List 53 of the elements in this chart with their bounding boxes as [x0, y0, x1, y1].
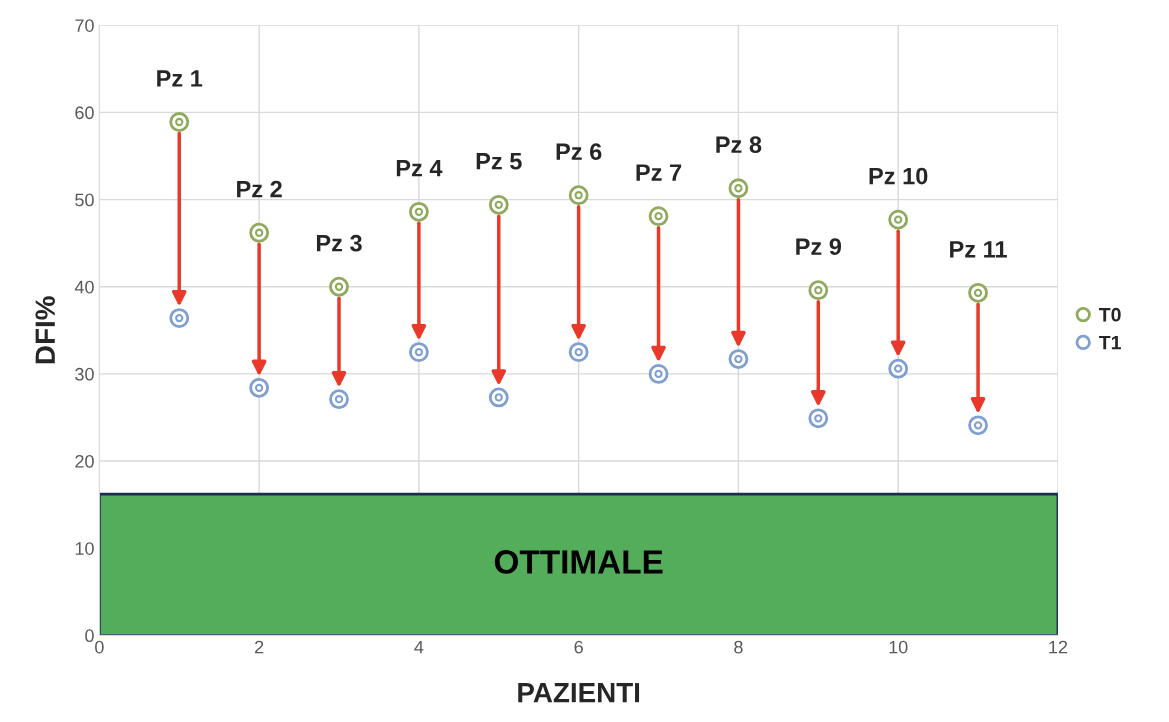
annotation: Pz 3: [316, 234, 362, 252]
point: [888, 358, 909, 379]
legend-label: T1: [1099, 335, 1121, 350]
y-tick-label: 40: [74, 280, 94, 294]
y-tick-label: 30: [75, 367, 94, 381]
point: [968, 415, 988, 436]
y-tick-label: 50: [75, 193, 94, 207]
y-tick-label: 20: [75, 454, 94, 468]
point: [169, 112, 190, 132]
point: [728, 349, 749, 369]
y-axis-title: DFI%: [35, 296, 55, 364]
point: [728, 178, 749, 199]
point: [249, 377, 270, 398]
x-tick-label: 12: [1049, 640, 1068, 654]
annotation: Pz 10: [869, 167, 928, 185]
point: [888, 209, 909, 230]
annotation: Pz 11: [950, 241, 1007, 258]
x-tick-label: 4: [414, 640, 424, 654]
annotation: Pz 4: [396, 160, 443, 177]
annotation: Pz 1: [157, 70, 203, 87]
band-label: OTTIMALE: [494, 550, 663, 574]
point: [409, 342, 429, 362]
x-tick-label: 6: [574, 640, 583, 654]
point: [249, 222, 270, 243]
point: [488, 387, 509, 408]
x-axis-title: PAZIENTI: [518, 683, 640, 703]
annotation: Pz 6: [556, 143, 602, 160]
point: [648, 364, 669, 384]
annotation: Pz 8: [716, 136, 762, 154]
point: [808, 280, 829, 301]
x-tick-label: 2: [255, 640, 264, 654]
annotation: Pz 7: [636, 164, 682, 181]
point: [968, 282, 988, 303]
annotation: Pz 9: [796, 238, 842, 255]
point: [169, 308, 190, 329]
point: [648, 206, 669, 227]
annotation: Pz 2: [237, 180, 282, 198]
point: [329, 276, 349, 297]
point: [568, 342, 589, 362]
x-tick-label: 8: [734, 640, 743, 654]
y-tick-label: 70: [75, 19, 94, 32]
legend-label: T0: [1099, 307, 1121, 322]
point: [568, 185, 589, 206]
point: [409, 201, 429, 222]
y-tick-label: 60: [75, 106, 94, 120]
point: [488, 194, 509, 215]
point: [808, 408, 829, 429]
annotation: Pz 5: [476, 153, 522, 170]
point: [329, 389, 349, 410]
x-tick-label: 10: [889, 640, 908, 654]
y-tick-label: 10: [75, 542, 94, 555]
y-tick-label: 0: [85, 629, 94, 643]
x-tick-label: 0: [95, 640, 104, 654]
